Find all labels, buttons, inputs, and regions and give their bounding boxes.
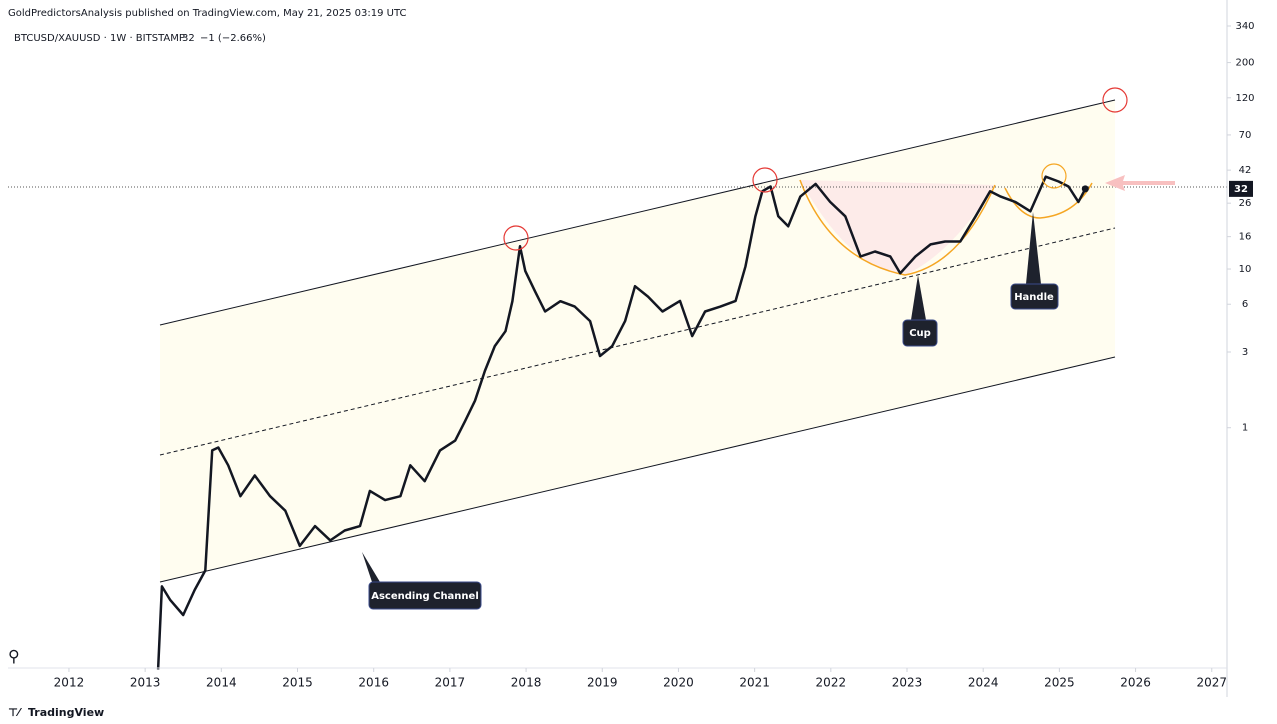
- last-point: [1081, 185, 1089, 193]
- x-tick-label: 2025: [1044, 676, 1075, 690]
- y-tick-label: 340: [1235, 21, 1254, 32]
- marker-circle: [752, 167, 778, 193]
- marker-circle: [503, 225, 529, 251]
- x-tick-label: 2015: [282, 676, 313, 690]
- symbol-info: BTCUSD/XAUUSD · 1W · BITSTAMP: [14, 33, 185, 44]
- callout-box: [902, 319, 938, 347]
- y-tick-label: 16: [1239, 232, 1252, 243]
- y-tick-label: 200: [1235, 58, 1254, 69]
- x-tick-label: 2018: [511, 676, 542, 690]
- marker-circle: [1102, 87, 1128, 113]
- callout-box: [368, 581, 482, 610]
- price-label-box: [1229, 180, 1253, 197]
- price-line-series: [156, 175, 1087, 670]
- x-tick-label: 2023: [892, 676, 923, 690]
- y-tick-label: 42: [1239, 165, 1252, 176]
- legend-change: −1 (−2.66%): [200, 33, 266, 44]
- x-tick-label: 2014: [206, 676, 237, 690]
- channel-middle: [159, 227, 1116, 456]
- marker-circle: [1041, 163, 1067, 189]
- y-tick-label: 120: [1235, 93, 1254, 104]
- annotation: Handle: [1014, 292, 1054, 303]
- plot: [156, 175, 1089, 670]
- annotation: Ascending Channel: [371, 591, 479, 602]
- x-tick-label: 2024: [968, 676, 999, 690]
- x-tick-label: 2021: [739, 676, 770, 690]
- cup-arc: [799, 179, 996, 276]
- footer: TradingView: [28, 706, 104, 719]
- x-tick-label: 2026: [1120, 676, 1151, 690]
- legend-price: 32: [182, 33, 195, 44]
- x-tick-label: 2022: [816, 676, 847, 690]
- x-tick-label: 2019: [587, 676, 618, 690]
- y-tick-label: 10: [1239, 264, 1252, 275]
- y-tick-label: 1: [1242, 423, 1248, 434]
- x-tick-label: 2020: [663, 676, 694, 690]
- footer-logo: ⊤⁄: [8, 706, 23, 719]
- cup-fill: [800, 180, 995, 275]
- x-tick-label: 2017: [435, 676, 466, 690]
- x-tick-label: 2013: [130, 676, 161, 690]
- annotation: Cup: [909, 328, 931, 339]
- x-tick-label: 2012: [54, 676, 85, 690]
- callout-pointer: [1026, 212, 1041, 284]
- callout-pointer: [362, 552, 380, 582]
- chart-title: GoldPredictorsAnalysis published on Trad…: [8, 8, 407, 19]
- x-tick-label: 2027: [1196, 676, 1227, 690]
- x-tick-label: 2016: [358, 676, 389, 690]
- callout-pointer: [911, 275, 926, 320]
- y-tick-label: 70: [1239, 130, 1252, 141]
- channel-upper: [159, 99, 1116, 326]
- y-tick-label: 26: [1239, 198, 1252, 209]
- y-tick-label: 3: [1242, 347, 1248, 358]
- y-tick-label: 6: [1242, 299, 1248, 310]
- icon: ⚲: [8, 647, 20, 666]
- callout-box: [1010, 283, 1059, 310]
- channel-lower: [159, 356, 1116, 583]
- arrow: [1105, 175, 1175, 191]
- price-label: 32: [1234, 184, 1248, 195]
